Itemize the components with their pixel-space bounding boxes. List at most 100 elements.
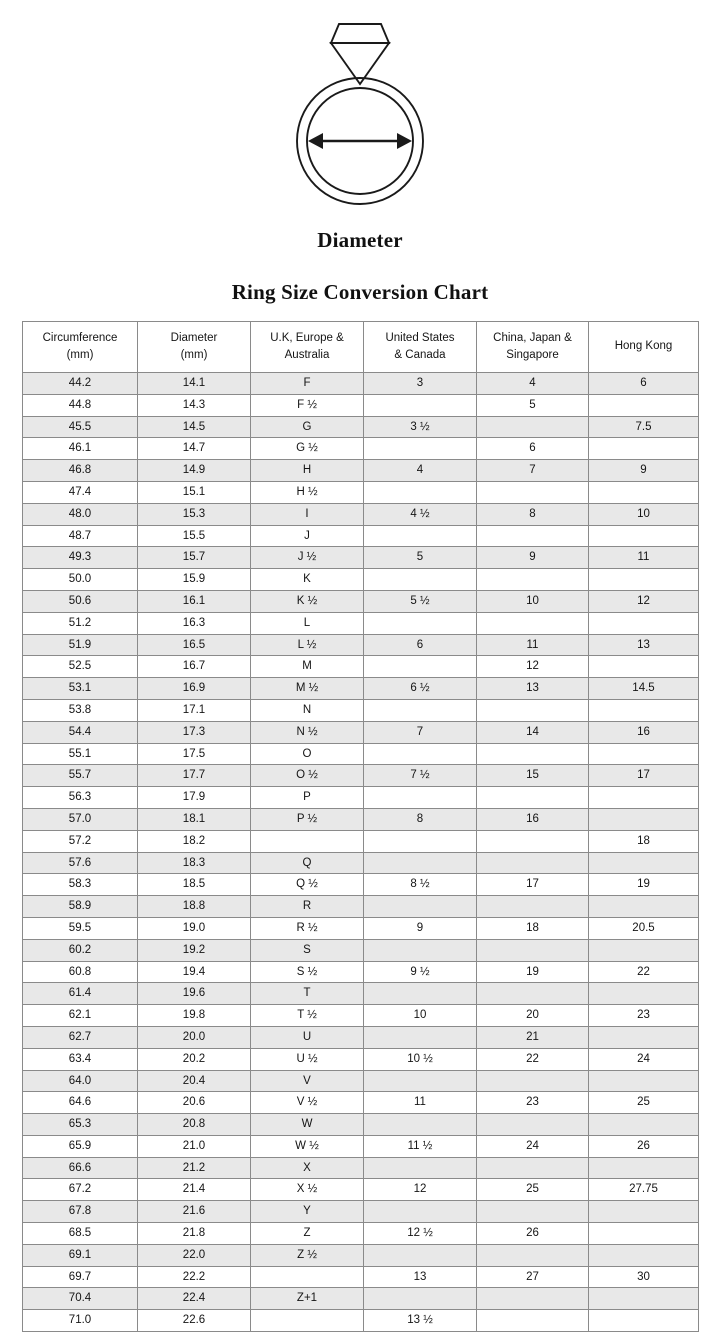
cell-diameter: 19.2 xyxy=(137,938,251,962)
cell-circumference: 59.5 xyxy=(22,916,138,940)
cell-china-japan-singapore xyxy=(476,1113,589,1136)
cell-diameter: 22.2 xyxy=(137,1265,251,1289)
cell-uk-europe-australia xyxy=(250,1265,364,1289)
cell-circumference: 61.4 xyxy=(22,982,138,1006)
cell-china-japan-singapore xyxy=(476,698,589,722)
cell-uk-europe-australia: R ½ xyxy=(250,916,364,940)
cell-circumference: 46.1 xyxy=(22,437,138,461)
table-row: 57.2 18.2 18 xyxy=(22,829,699,853)
cell-united-states-canada xyxy=(363,829,477,853)
cell-diameter: 15.1 xyxy=(137,480,251,504)
cell-hong-kong xyxy=(588,1287,699,1311)
cell-hong-kong: 14.5 xyxy=(588,677,699,700)
cell-hong-kong: 30 xyxy=(588,1265,699,1289)
cell-united-states-canada: 8 ½ xyxy=(363,873,477,897)
table-row: 47.4 15.1 H ½ xyxy=(22,480,699,504)
cell-united-states-canada xyxy=(363,895,477,918)
cell-uk-europe-australia: W ½ xyxy=(250,1134,364,1158)
table-row: 61.4 19.6 T xyxy=(22,982,699,1006)
cell-uk-europe-australia: L ½ xyxy=(250,633,364,657)
cell-uk-europe-australia: Q xyxy=(250,851,364,875)
column-header-china-japan-singapore: China, Japan & Singapore xyxy=(476,321,589,373)
cell-hong-kong: 20.5 xyxy=(588,916,699,940)
cell-diameter: 16.3 xyxy=(137,611,251,635)
cell-hong-kong xyxy=(588,611,699,635)
cell-diameter: 16.5 xyxy=(137,633,251,657)
cell-uk-europe-australia: Q ½ xyxy=(250,873,364,897)
cell-uk-europe-australia: O ½ xyxy=(250,764,364,788)
cell-circumference: 63.4 xyxy=(22,1047,138,1071)
cell-uk-europe-australia: M ½ xyxy=(250,677,364,700)
header-line-1: Hong Kong xyxy=(614,340,673,353)
cell-united-states-canada xyxy=(363,437,477,461)
cell-hong-kong xyxy=(588,524,699,548)
cell-united-states-canada xyxy=(363,655,477,679)
cell-hong-kong: 12 xyxy=(588,589,699,613)
cell-hong-kong xyxy=(588,938,699,962)
cell-united-states-canada xyxy=(363,1113,477,1136)
cell-united-states-canada: 13 xyxy=(363,1265,477,1289)
cell-china-japan-singapore: 21 xyxy=(476,1025,589,1049)
cell-hong-kong xyxy=(588,480,699,504)
cell-hong-kong xyxy=(588,1222,699,1245)
cell-uk-europe-australia: K xyxy=(250,568,364,591)
cell-diameter: 15.9 xyxy=(137,568,251,591)
cell-china-japan-singapore: 8 xyxy=(476,502,589,526)
cell-uk-europe-australia: P ½ xyxy=(250,807,364,831)
column-header-uk-europe-australia: U.K, Europe & Australia xyxy=(250,321,364,373)
cell-diameter: 21.8 xyxy=(137,1222,251,1245)
cell-circumference: 54.4 xyxy=(22,720,138,744)
table-row: 62.1 19.8 T ½ 10 20 23 xyxy=(22,1004,699,1027)
cell-diameter: 22.0 xyxy=(137,1243,251,1267)
cell-diameter: 19.4 xyxy=(137,960,251,984)
cell-hong-kong: 17 xyxy=(588,764,699,788)
cell-circumference: 66.6 xyxy=(22,1156,138,1180)
cell-china-japan-singapore: 9 xyxy=(476,546,589,570)
cell-diameter: 18.2 xyxy=(137,829,251,853)
cell-circumference: 47.4 xyxy=(22,480,138,504)
column-header-circumference: Circumference (mm) xyxy=(22,321,138,373)
table-row: 59.5 19.0 R ½ 9 18 20.5 xyxy=(22,916,699,940)
ring-inner-circle xyxy=(306,87,414,195)
cell-circumference: 44.8 xyxy=(22,393,138,417)
cell-china-japan-singapore xyxy=(476,1309,589,1332)
cell-diameter: 14.5 xyxy=(137,415,251,439)
cell-china-japan-singapore: 11 xyxy=(476,633,589,657)
cell-china-japan-singapore: 12 xyxy=(476,655,589,679)
cell-united-states-canada: 10 xyxy=(363,1004,477,1027)
cell-united-states-canada: 6 ½ xyxy=(363,677,477,700)
cell-diameter: 17.1 xyxy=(137,698,251,722)
header-line-1: China, Japan & xyxy=(493,331,572,344)
cell-united-states-canada xyxy=(363,1287,477,1311)
ring-with-gem-diagram xyxy=(296,23,424,205)
cell-hong-kong xyxy=(588,1200,699,1224)
cell-diameter: 14.7 xyxy=(137,437,251,461)
cell-diameter: 19.8 xyxy=(137,1004,251,1027)
header-line-2: (mm) xyxy=(180,349,208,361)
ring-size-table-container: Circumference (mm) Diameter (mm) U.K, Eu… xyxy=(0,305,720,1332)
cell-china-japan-singapore: 24 xyxy=(476,1134,589,1158)
cell-circumference: 56.3 xyxy=(22,786,138,809)
cell-united-states-canada xyxy=(363,1156,477,1180)
cell-china-japan-singapore xyxy=(476,786,589,809)
cell-united-states-canada xyxy=(363,1025,477,1049)
cell-hong-kong xyxy=(588,437,699,461)
cell-diameter: 18.3 xyxy=(137,851,251,875)
cell-united-states-canada xyxy=(363,393,477,417)
table-row: 50.0 15.9 K xyxy=(22,568,699,591)
table-row: 46.1 14.7 G ½ 6 xyxy=(22,437,699,461)
cell-circumference: 62.7 xyxy=(22,1025,138,1049)
cell-china-japan-singapore xyxy=(476,1200,589,1224)
gem-pavilion-icon xyxy=(329,42,391,86)
cell-uk-europe-australia: R xyxy=(250,895,364,918)
cell-uk-europe-australia: G xyxy=(250,415,364,439)
cell-diameter: 15.3 xyxy=(137,502,251,526)
cell-hong-kong xyxy=(588,393,699,417)
cell-united-states-canada: 12 ½ xyxy=(363,1222,477,1245)
cell-uk-europe-australia: T xyxy=(250,982,364,1006)
cell-circumference: 48.0 xyxy=(22,502,138,526)
cell-hong-kong xyxy=(588,655,699,679)
